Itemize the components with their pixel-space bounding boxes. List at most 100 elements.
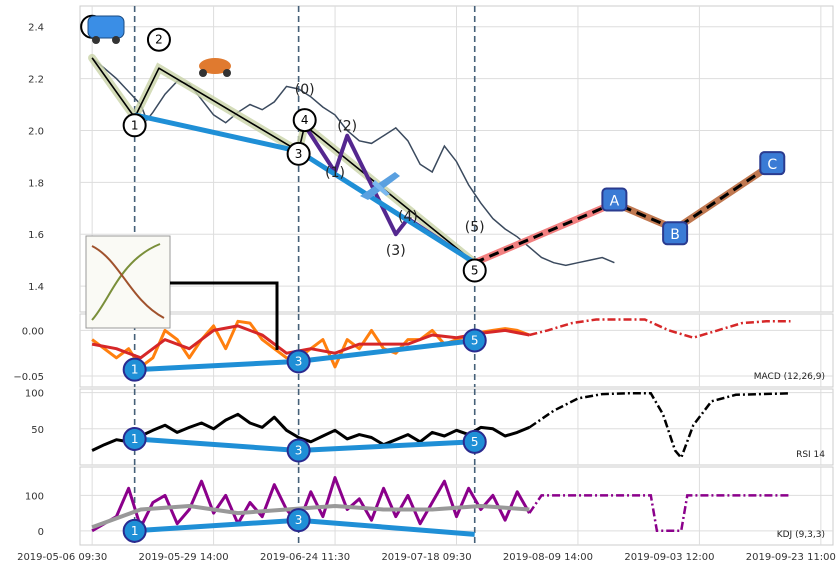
car-wheel — [92, 36, 100, 44]
macd-ytick-label: 0.00 — [22, 326, 44, 337]
macd-trend-label-5: 5 — [462, 328, 487, 353]
kdj-trend-label-1-text: 1 — [131, 524, 139, 538]
abc-label-box — [662, 221, 689, 246]
wave-label-5: 5 — [462, 258, 487, 283]
car-wheel — [112, 36, 120, 44]
x-tick-label: 2019-06-24 11:30 — [260, 552, 350, 563]
wave-label-4-circle — [292, 108, 317, 133]
rsi-ytick-label: 100 — [25, 389, 44, 400]
kdj-trend-label-3: 3 — [286, 508, 311, 533]
macd-trend-label-5-text: 5 — [471, 333, 479, 347]
macd-trend-label-3-text: 3 — [295, 354, 303, 368]
car-icon — [87, 15, 125, 44]
price-ytick-label: 1.4 — [28, 282, 44, 293]
wave-label-3-circle — [286, 141, 311, 166]
wave-label-4-text: 4 — [301, 113, 309, 127]
wave-label-1: 1 — [122, 113, 147, 138]
price-ytick-label: 2.0 — [28, 126, 44, 137]
thumbnail-curve — [91, 243, 161, 321]
macd-ytick-label: −0.05 — [13, 372, 44, 383]
kdj-forecast-line — [528, 494, 791, 533]
price-ytick-label: 1.6 — [28, 230, 44, 241]
kdj-ytick-label: 100 — [25, 491, 44, 502]
chart-thumbnail-icon — [85, 235, 171, 329]
rsi-ytick-label: 50 — [31, 425, 44, 436]
rsi-trend-label-5-circle — [462, 429, 487, 454]
wave-label-2-circle — [146, 27, 171, 52]
macd-legend: MACD (12,26,9) — [754, 372, 825, 382]
kdj-trend-label-1: 1 — [122, 518, 147, 543]
x-tick-label: 2019-09-03 12:00 — [624, 552, 714, 563]
wave-label-2: 2 — [146, 27, 171, 52]
kdj-ytick-label: 0 — [38, 527, 44, 538]
wave-line-trend-1-3 — [134, 112, 300, 154]
sub-wave-label-5: (5) — [465, 220, 485, 236]
panel-kdj: 100 0 KDJ (9,3,3) — [25, 466, 834, 546]
rsi-legend: RSI 14 — [796, 450, 825, 460]
rsi-trend-label-5-text: 5 — [471, 435, 479, 449]
x-tick-label: 2019-08-09 14:00 — [503, 552, 593, 563]
macd-trend-label-1-text: 1 — [131, 363, 139, 377]
sub-wave-label-0: (0) — [295, 82, 315, 98]
wave-line-zigzag — [91, 57, 476, 264]
wave-label-5-text: 5 — [471, 264, 479, 278]
sub-wave-label-3: (3) — [386, 243, 406, 259]
kdj-trend-label-3-text: 3 — [295, 513, 303, 527]
thumbnail-connector — [170, 281, 279, 350]
scooter-body — [199, 58, 231, 74]
wave-label-1-text: 1 — [131, 118, 139, 132]
rsi-trend-label-3-circle — [286, 438, 311, 463]
scooter-icon — [199, 58, 231, 77]
wave-label-2-text: 2 — [155, 33, 163, 47]
abc-label-B: B — [662, 221, 689, 246]
rsi-trend-label-5: 5 — [462, 429, 487, 454]
rsi-trend-label-3: 3 — [286, 438, 311, 463]
sub-wave-label-2: (2) — [337, 118, 357, 134]
wave-line-trend-3-5 — [297, 149, 477, 265]
price-ytick-label: 2.2 — [28, 75, 44, 86]
forecast-dash-line — [474, 162, 774, 265]
kdj-j-line — [91, 476, 531, 533]
x-axis: 2019-05-06 09:30 2019-05-29 14:00 2019-06-… — [17, 552, 836, 563]
price-ytick-label: 1.8 — [28, 178, 44, 189]
scooter-wheel — [199, 69, 207, 77]
price-ytick-label: 2.4 — [28, 23, 44, 34]
x-tick-label: 2019-09-23 11:00 — [746, 552, 836, 563]
kdj-trend-label-1-circle — [122, 518, 147, 543]
airplane-icon — [360, 172, 400, 200]
macd-trend-label-3: 3 — [286, 349, 311, 374]
abc-label-text: A — [610, 193, 620, 209]
wave-label-3-text: 3 — [295, 147, 303, 161]
panel-rsi: 100 50 RSI 14 — [25, 388, 834, 466]
airplane-wing — [372, 180, 390, 196]
rsi-trend-label-1: 1 — [122, 426, 147, 451]
abc-label-A: A — [601, 187, 628, 212]
thumbnail-curve — [91, 245, 165, 319]
x-tick-label: 2019-05-29 14:00 — [139, 552, 229, 563]
rsi-trend-label-1-text: 1 — [131, 432, 139, 446]
macd-trend-label-3-circle — [286, 349, 311, 374]
abc-label-box — [601, 187, 628, 212]
kdj-trend-label-3-circle — [286, 508, 311, 533]
abc-label-text: B — [670, 227, 680, 243]
sub-wave-label-1: (1) — [325, 165, 345, 181]
abc-label-box — [759, 151, 786, 176]
wave-label-4: 4 — [292, 108, 317, 133]
rsi-trend-label-3-text: 3 — [295, 444, 303, 458]
macd-signal-line — [91, 324, 530, 360]
panel-price: 1.4 1.6 1.8 2.0 2.2 2.4 (0) (1) (2) (3) (4) (5) A B C — [28, 5, 834, 313]
rsi-rsi-line — [91, 412, 530, 452]
x-tick-label: 2019-05-06 09:30 — [17, 552, 107, 563]
sub-wave-label-4: (4) — [398, 209, 418, 225]
macd-trend-label-1-circle — [122, 357, 147, 382]
scooter-wheel — [223, 69, 231, 77]
wave-label-1-circle — [122, 113, 147, 138]
kdj-k-line — [91, 504, 530, 530]
car-body — [87, 15, 125, 39]
panel-macd: 0.00 −0.05 MACD (12,26,9) — [13, 313, 834, 388]
abc-label-text: C — [767, 157, 777, 173]
macd-forecast-line — [529, 318, 791, 340]
panels-layer: 1.4 1.6 1.8 2.0 2.2 2.4 (0) (1) (2) (3) (4) (5) A B C 0… — [13, 5, 834, 546]
kdj-legend: KDJ (9,3,3) — [777, 530, 825, 540]
